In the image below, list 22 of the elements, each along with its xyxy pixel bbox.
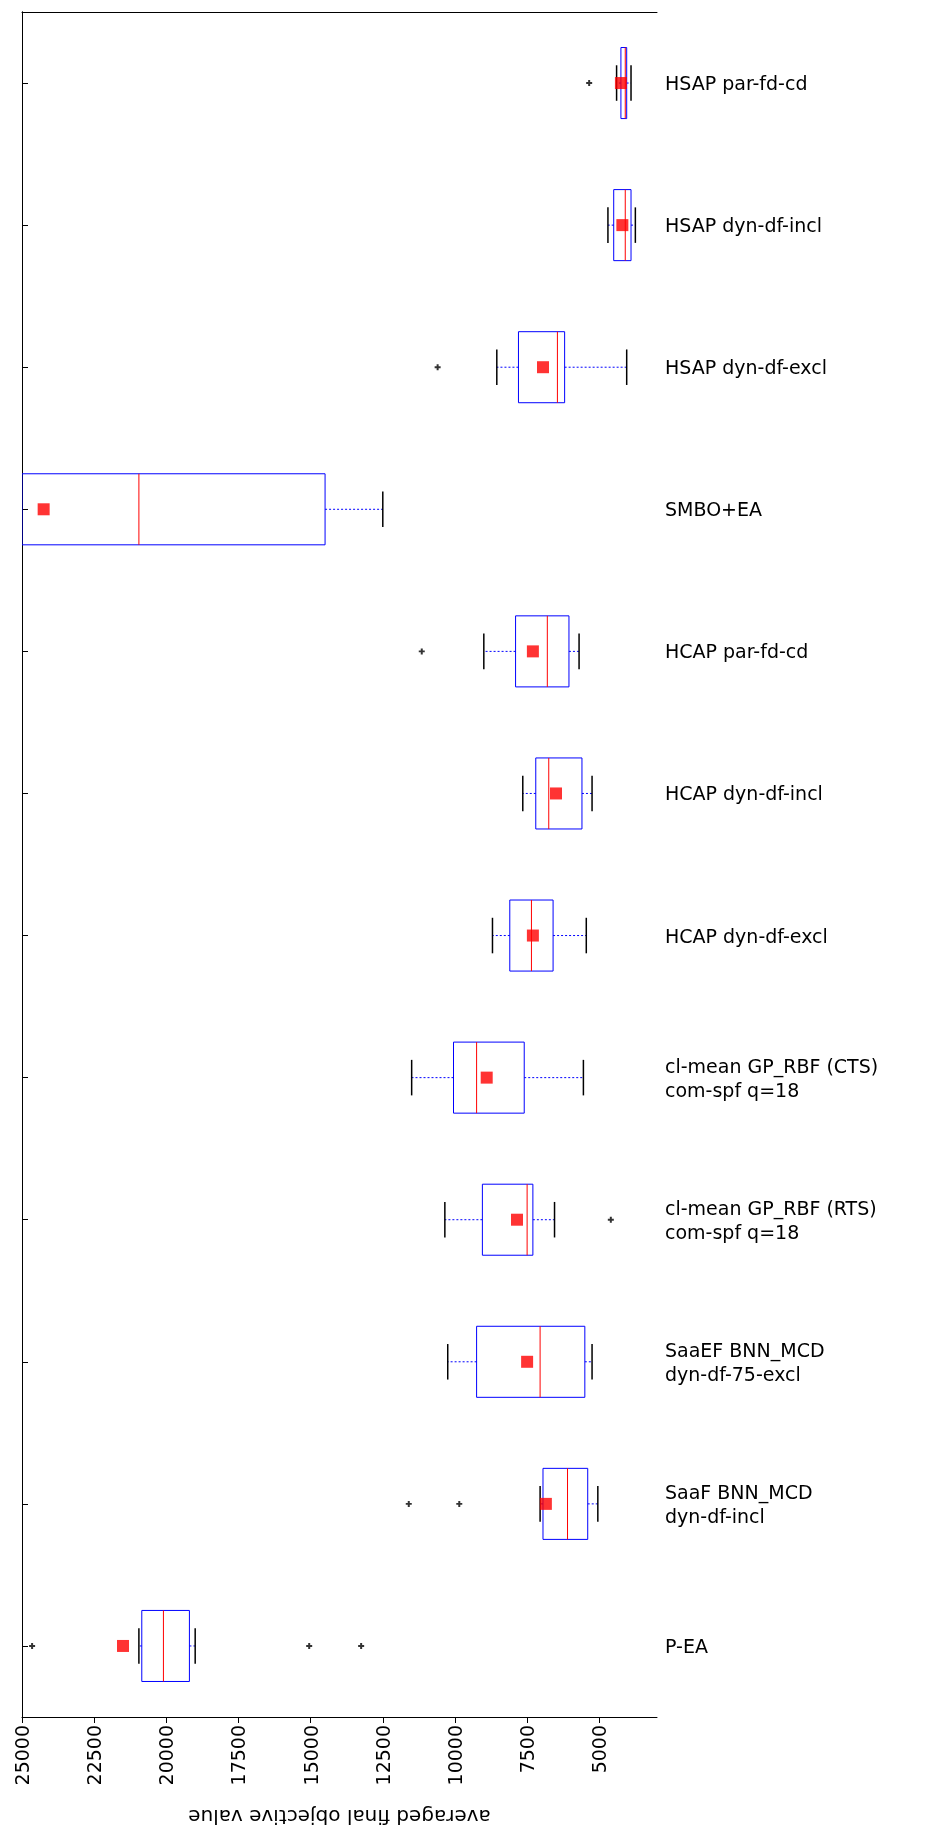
y-tick-label: HSAP par-fd-cd [665, 72, 808, 95]
x-axis-title: averaged final objective value [188, 1805, 491, 1829]
y-tick-label: HCAP dyn-df-excl [665, 924, 828, 947]
x-tick-label: 12500 [371, 1725, 394, 1786]
x-tick-label: 10000 [443, 1725, 466, 1786]
x-tick-label: 7500 [516, 1725, 539, 1774]
y-tick-label: cl-mean GP_RBF (RTS) com-spf q=18 [665, 1196, 877, 1243]
y-tick-label: P-EA [665, 1634, 708, 1657]
y-tick-label: HSAP dyn-df-incl [665, 214, 823, 237]
y-tick-label: SaaF BNN_MCD dyn-df-incl [665, 1480, 813, 1527]
y-tick-label: HCAP dyn-df-incl [665, 782, 823, 805]
y-tick-label: HSAP dyn-df-excl [665, 356, 827, 379]
y-tick-label: SMBO+EA [665, 498, 763, 521]
x-tick-label: 25000 [11, 1725, 33, 1786]
x-tick-label: 22500 [83, 1725, 106, 1786]
x-tick-label: 17500 [227, 1725, 250, 1786]
x-tick-label: 15000 [299, 1725, 322, 1786]
x-tick-label: 20000 [155, 1725, 178, 1786]
x-tick-label: 5000 [588, 1725, 611, 1774]
y-tick-label: cl-mean GP_RBF (CTS) com-spf q=18 [665, 1054, 879, 1101]
y-tick-label: HCAP par-fd-cd [665, 640, 809, 663]
y-tick-label: SaaEF BNN_MCD dyn-df-75-excl [665, 1338, 825, 1385]
